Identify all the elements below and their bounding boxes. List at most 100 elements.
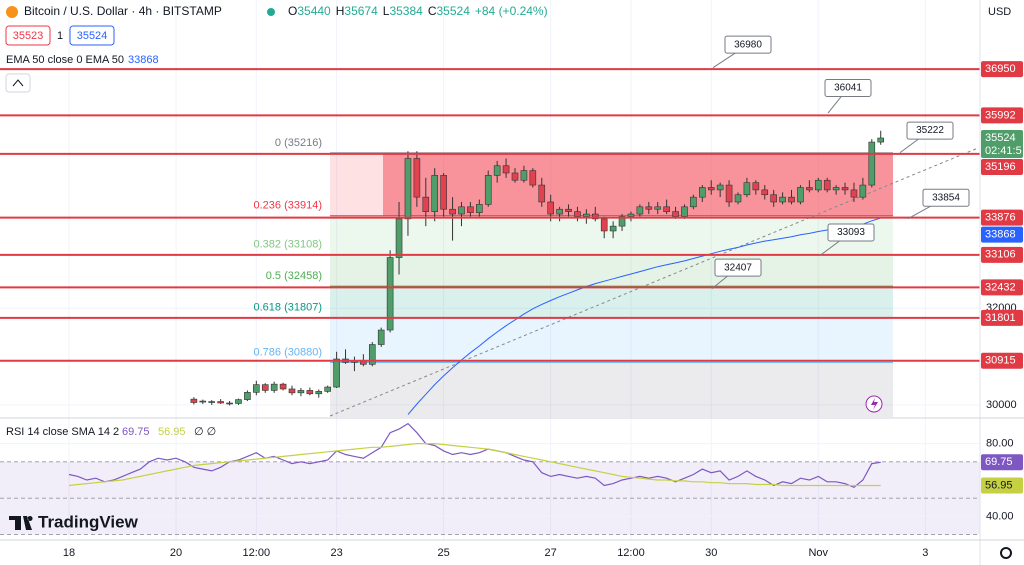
callout-box [824,79,872,98]
callout-label: 36980 [734,39,762,50]
spread: 1 [57,30,63,42]
ohlc-key: C [428,4,437,18]
ohlc-value: 35440 [297,4,331,18]
candle-body [556,208,563,215]
candle-body [600,218,608,232]
trend-line [329,147,979,417]
candle-body [538,184,546,203]
candle-body [770,194,777,203]
candle-body [627,213,635,217]
candle-body [253,384,260,393]
callouts: 36980 36041 35222 33854 33093 32407 [711,35,970,290]
candle-body [484,175,492,205]
candle-body [235,399,242,404]
ema-legend-value: 33868 [128,54,159,66]
candle-body [699,187,706,198]
candle-body [333,358,340,388]
price-label-bg [981,61,1023,78]
callout-box [714,258,762,277]
candle-body [493,165,501,176]
price-label: 33106 [985,249,1016,261]
callout-label: 33093 [837,227,865,238]
fib-zone [330,362,893,417]
candle-body [324,386,331,392]
fib-zone [330,215,893,255]
rsi-tick-label: 80.00 [986,438,1014,450]
candle-body [476,204,483,213]
bid-price[interactable]: 35523 [13,30,44,42]
rsi-pane [0,422,980,535]
x-tick-label: 12:00 [617,547,645,559]
candle-body [788,196,795,203]
candle-body [306,390,314,395]
x-tick-label: 25 [438,547,450,559]
price-label-bg [981,130,1023,159]
candle-body [841,187,849,191]
price-label: 33868 [985,229,1016,241]
candle-body [440,175,447,210]
candle-body [226,402,233,405]
settings-icon[interactable] [1000,547,1012,559]
candle-body [404,158,412,220]
ohlc-value: 35384 [389,4,423,18]
candle-body [529,170,537,186]
price-label-bg [981,279,1023,296]
brand: TradingView [38,512,139,531]
ohlc-key: L [383,4,390,18]
ohlc-legend: O35440 H35674 L35384 C35524 +84 (+0.24%) [288,4,548,18]
buy-button[interactable] [69,25,115,46]
fib-label: 0.236 (33914) [254,200,323,212]
candle-body [467,206,474,213]
price-axis: 300003200036950359923552402:41:535196338… [981,61,1023,522]
rsi-value-bg [981,454,1023,471]
candle-body [797,187,804,203]
fib-label: 0 (35216) [275,137,322,149]
candle-body [520,170,528,181]
rsi-tick-label: 40.00 [986,510,1014,522]
candle-body [279,383,287,390]
candle-body [618,216,626,227]
price-label-bg [981,209,1023,226]
callout-box [827,223,875,242]
candle-body [591,213,599,220]
candle-body [832,187,840,191]
candle-body [636,206,644,215]
collapse-icon [12,79,24,87]
header: Bitcoin / U.S. Dollar · 4h · BITSTAMP O3… [5,4,1012,559]
candle-body [734,194,742,203]
candle-body [850,189,858,198]
candle-body [877,137,885,143]
callout-label: 33854 [932,192,960,203]
fib-zones: 0 (35216) 0.236 (33914) 0.382 (33108) 0.5 (… [254,137,893,417]
candle-body [422,196,430,212]
candle-body [413,158,421,198]
candle-body [814,179,822,191]
ask-price[interactable]: 35524 [77,30,108,42]
candle-body [654,206,662,210]
candle-body [270,383,278,391]
x-tick-label: 18 [63,547,75,559]
candle-body [458,206,465,215]
fib-zone [330,254,893,287]
candle-body [208,401,216,403]
grid [0,0,980,540]
candle-body [681,206,688,217]
rsi-value-label: 69.75 [985,456,1013,468]
candle-body [779,196,786,203]
candle-body [806,187,813,191]
callout-label: 32407 [724,262,752,273]
collapse-button[interactable] [5,73,31,93]
candle-body [743,182,751,196]
price-label-bg [981,309,1023,326]
price-label: 33876 [985,212,1016,224]
rsi-sma-line [68,443,881,487]
fib-label: 0.5 (32458) [266,270,322,282]
x-tick-label: 30 [705,547,717,559]
sell-button[interactable] [5,25,51,46]
candle-body [297,390,305,394]
price-label: 30915 [985,355,1016,367]
price-label-bg [981,107,1023,124]
candle-body [244,392,251,400]
y-tick-label: 30000 [986,399,1017,411]
